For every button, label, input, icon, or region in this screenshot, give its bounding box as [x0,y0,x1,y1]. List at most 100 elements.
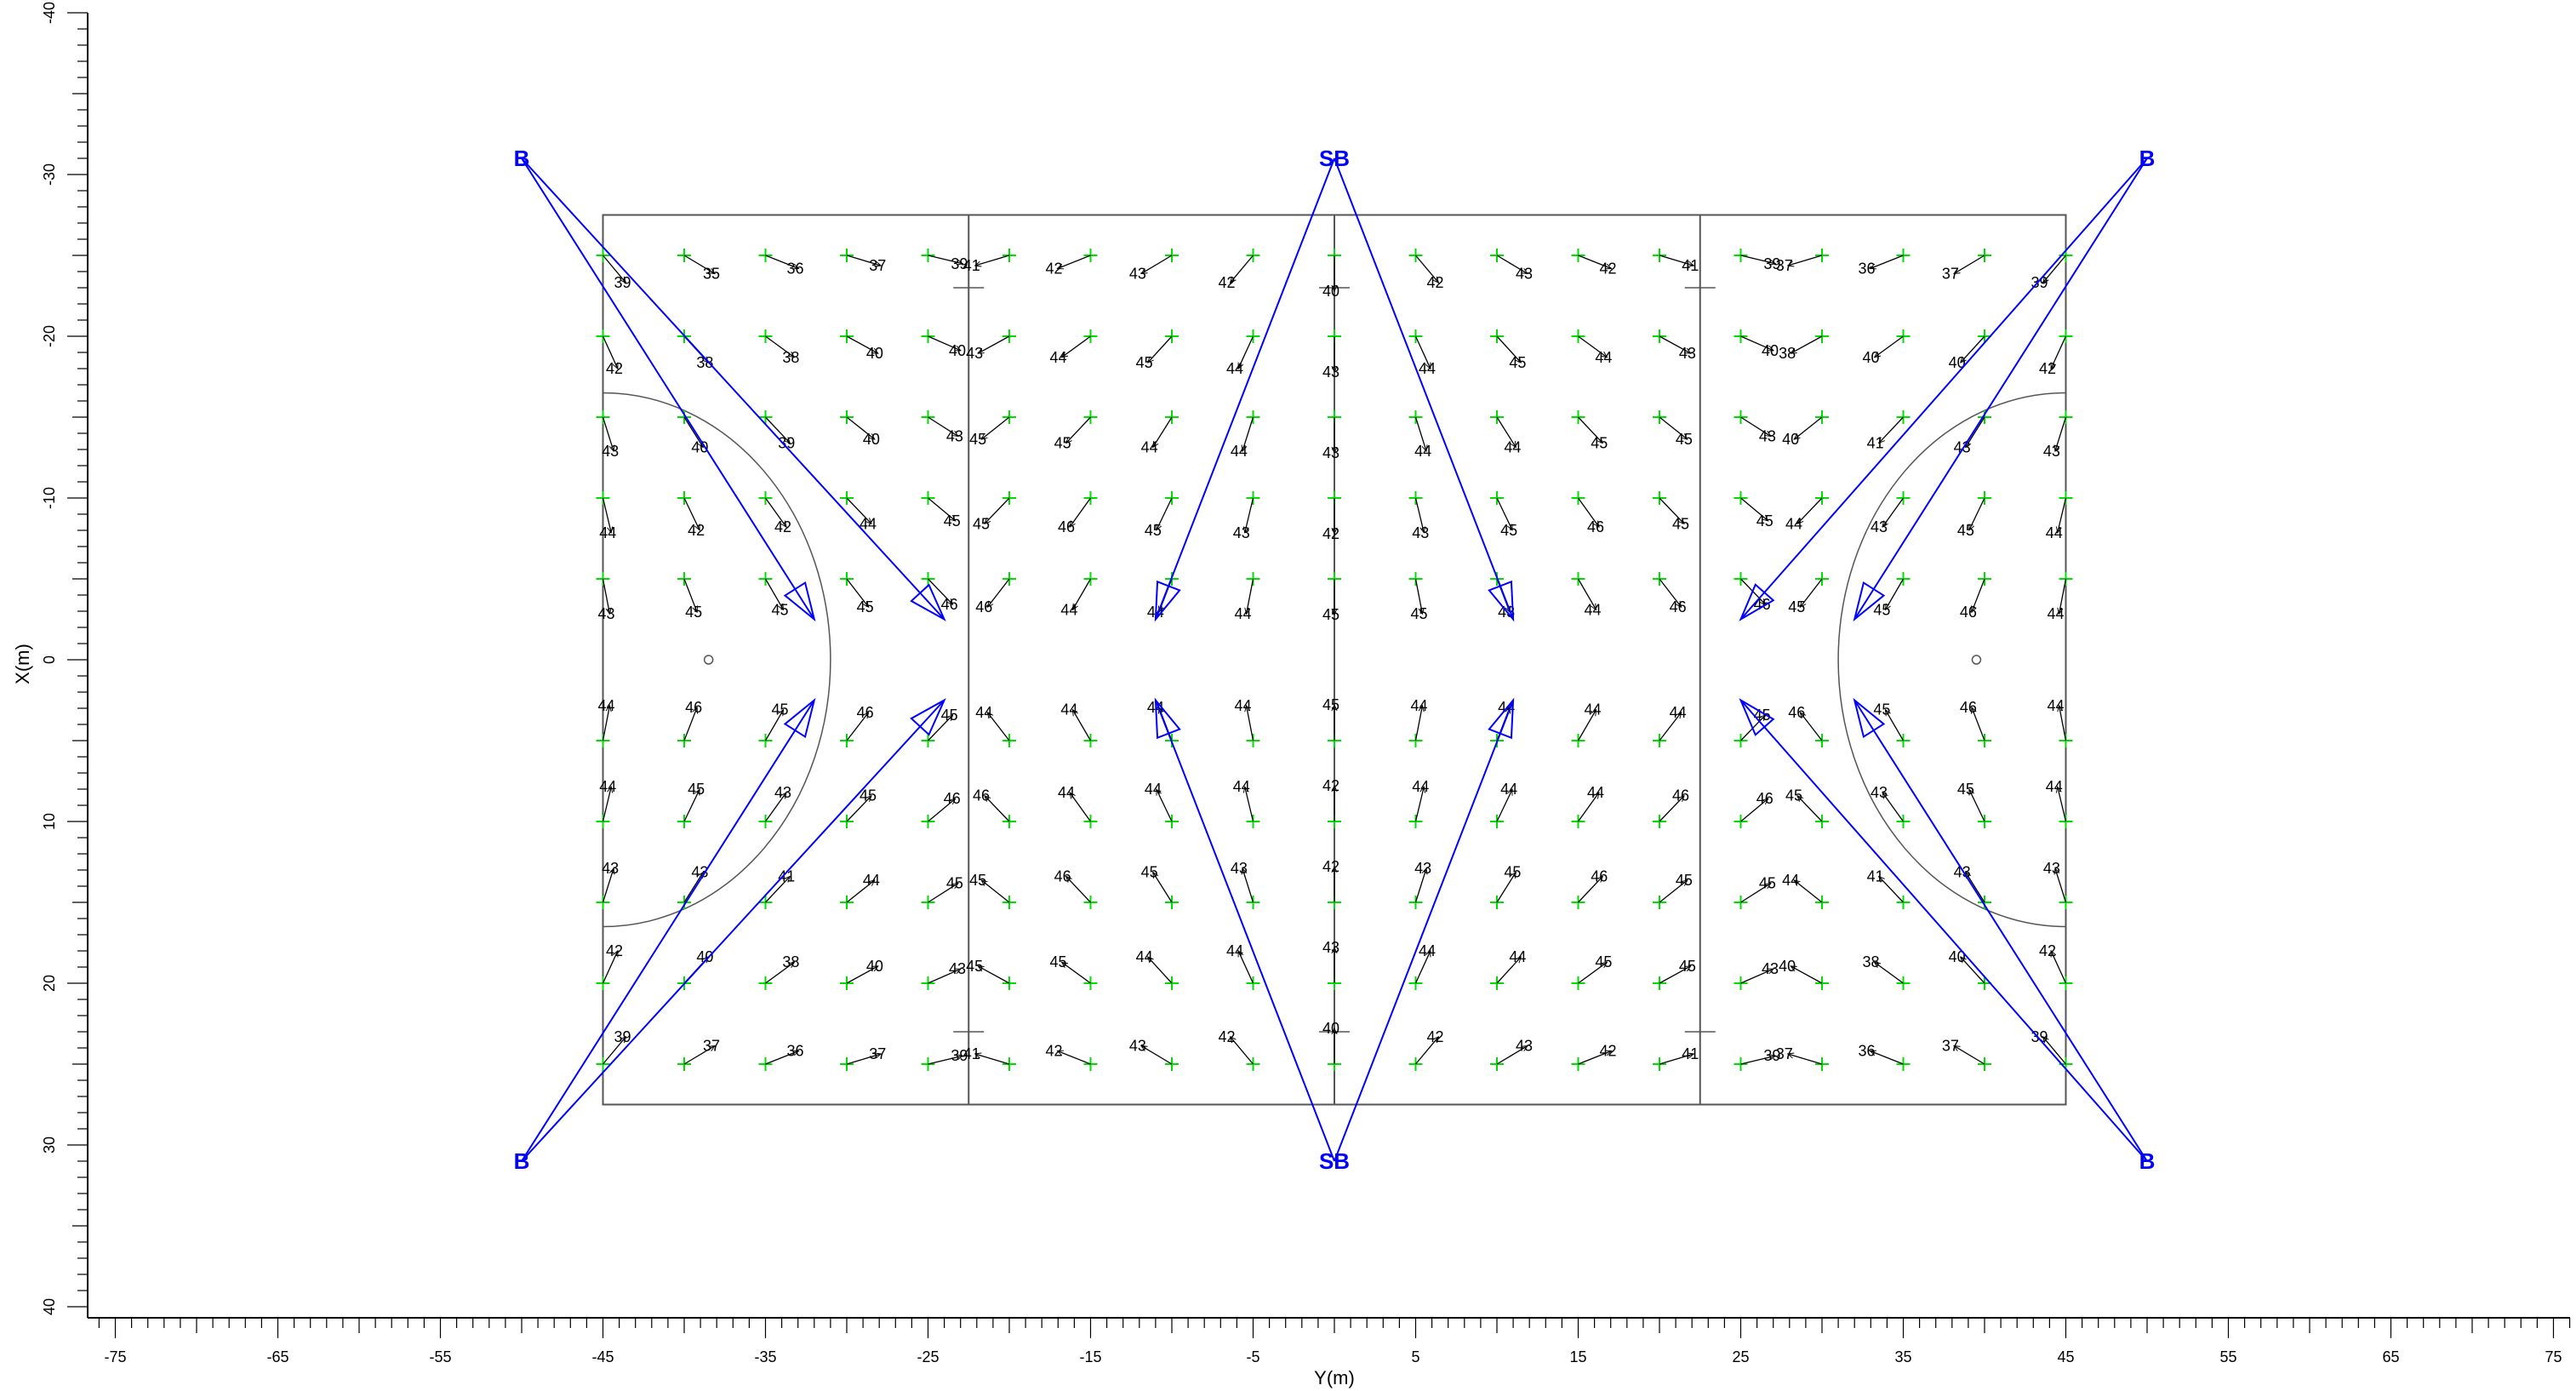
aiming-beam-line [1739,157,2148,621]
grid-value-label: 46 [1960,699,1977,716]
grid-value-label: 40 [1762,342,1779,359]
grid-direction-arrow [928,335,961,352]
grid-value-label: 39 [951,255,968,272]
grid-value-label: 45 [966,958,983,975]
grid-direction-arrow [846,578,869,607]
grid-value-label: 41 [963,1045,980,1062]
grid-direction-arrow [928,883,958,903]
grid-value-label: 42 [774,518,791,535]
grid-value-label: 46 [1670,598,1687,615]
grid-value-label: 45 [1873,601,1890,618]
grid-direction-arrow [1496,1045,1528,1065]
grid-direction-arrow [1496,416,1516,448]
grid-value-label: 36 [1858,260,1875,278]
x-tick-label: 75 [2545,1348,2562,1365]
grid-value-label: 45 [1322,606,1339,623]
grid-direction-arrow [1740,799,1768,822]
grid-direction-arrow [765,962,795,984]
grid-value-label: 43 [966,345,983,362]
grid-value-label: 42 [1219,1028,1236,1045]
grid-direction-arrow [602,951,619,984]
grid-direction-arrow [1231,255,1254,283]
grid-value-label: 44 [1226,942,1243,959]
grid-value-label: 43 [1129,1037,1146,1054]
grid-value-label: 37 [1942,266,1959,283]
grid-direction-arrow [765,876,791,903]
grid-value-label: 42 [1045,1042,1062,1059]
grid-value-label: 44 [1782,872,1799,889]
grid-value-label: 46 [1756,790,1773,807]
grid-value-label: 44 [1509,948,1526,965]
grid-value-label: 35 [703,266,720,283]
grid-value-label: 37 [703,1037,720,1054]
grid-value-label: 45 [1756,512,1773,529]
grid-value-label: 45 [1595,953,1612,970]
grid-value-label: 38 [782,349,799,366]
grid-value-label: 40 [1782,431,1799,448]
grid-direction-arrow [1659,965,1691,984]
grid-value-label: 44 [1060,701,1077,718]
grid-direction-arrow [987,713,1010,741]
grid-direction-arrow [2043,255,2066,283]
x-tick-label: 65 [2382,1348,2399,1365]
grid-value-label: 44 [1058,784,1075,801]
x-tick-label: -25 [917,1348,939,1365]
grid-value-label: 44 [1136,948,1153,965]
grid-direction-arrow [764,578,784,610]
grid-value-label: 43 [1871,518,1888,535]
grid-value-label: 43 [1762,960,1779,977]
grid-direction-arrow [683,416,703,448]
grid-value-label: 40 [863,431,880,448]
grid-direction-arrow [1070,793,1092,822]
grid-value-label: 43 [1679,345,1696,362]
grid-value-label: 41 [1867,867,1884,884]
grid-value-label: 39 [951,1047,968,1064]
grid-value-label: 40 [949,342,966,359]
x-tick-label: 55 [2219,1348,2236,1365]
grid-value-label: 45 [1957,522,1974,539]
grid-value-label: 42 [1219,274,1236,291]
grid-value-label: 43 [1414,860,1431,877]
grid-direction-arrow [683,707,697,741]
grid-direction-arrow [765,1050,799,1065]
grid-direction-arrow [1875,335,1904,358]
grid-value-label: 43 [1129,266,1146,283]
grid-direction-arrow [846,1054,881,1065]
x-tick-label: -75 [104,1348,126,1365]
x-tick-label: -15 [1079,1348,1101,1365]
grid-value-label: 45 [1054,435,1071,452]
y-tick-label: -10 [41,487,58,509]
grid-direction-arrow [2055,416,2067,451]
grid-value-label: 37 [869,257,886,274]
grid-direction-arrow [928,715,953,741]
x-tick-label: -45 [591,1348,614,1365]
grid-value-label: 43 [602,860,619,877]
grid-value-label: 42 [1322,777,1339,794]
grid-value-label: 44 [1410,697,1427,714]
aiming-beam-arrowhead [1739,583,1775,621]
grid-value-label: 44 [1235,605,1252,622]
grid-direction-arrow [2050,951,2067,984]
grid-direction-arrow [928,497,956,521]
grid-value-label: 40 [1863,349,1880,366]
grid-direction-arrow [1740,1056,1776,1065]
x-tick-label: 25 [1732,1348,1749,1365]
grid-direction-arrow [1578,1050,1612,1065]
grid-direction-arrow [1072,710,1092,741]
x-tick-label: -35 [754,1348,776,1365]
grid-value-label: 45 [1676,872,1693,889]
grid-value-label: 39 [614,1028,631,1045]
grid-value-label: 46 [1058,518,1075,535]
grid-direction-arrow [1885,578,1905,610]
grid-value-label: 44 [2048,605,2065,622]
grid-direction-arrow [928,1056,963,1065]
goal-area-arc-left [603,392,831,928]
aiming-beam-line [1334,700,1515,1162]
floodlight-pole-label: SB [1319,146,1350,171]
grid-direction-arrow [1800,713,1823,741]
grid-value-label: 42 [1426,274,1443,291]
grid-value-label: 38 [782,953,799,970]
grid-value-label: 39 [614,274,631,291]
grid-direction-arrow [846,255,881,266]
grid-direction-arrow [846,796,871,822]
